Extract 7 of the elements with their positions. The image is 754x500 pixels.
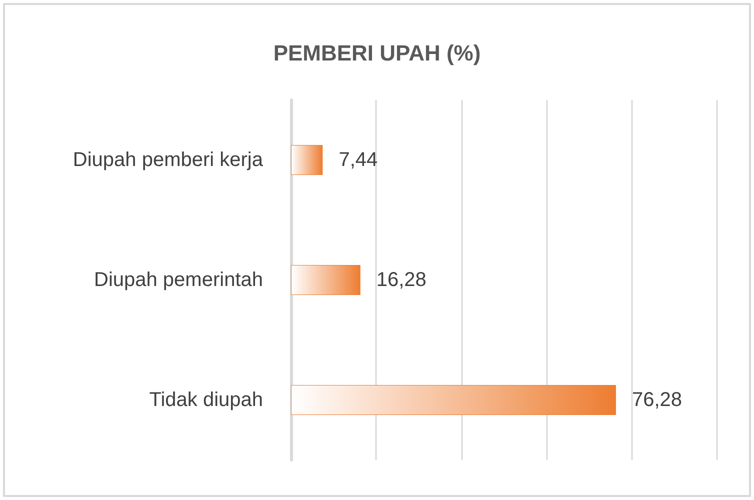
y-tick-label: Diupah pemerintah	[94, 269, 263, 291]
data-label: 16,28	[376, 269, 426, 291]
y-tick-label: Diupah pemberi kerja	[72, 149, 264, 171]
chart-title: PEMBERI UPAH (%)	[273, 40, 481, 66]
data-label: 76,28	[632, 389, 682, 411]
data-label: 7,44	[338, 149, 378, 171]
y-tick-label: Tidak diupah	[149, 389, 263, 411]
